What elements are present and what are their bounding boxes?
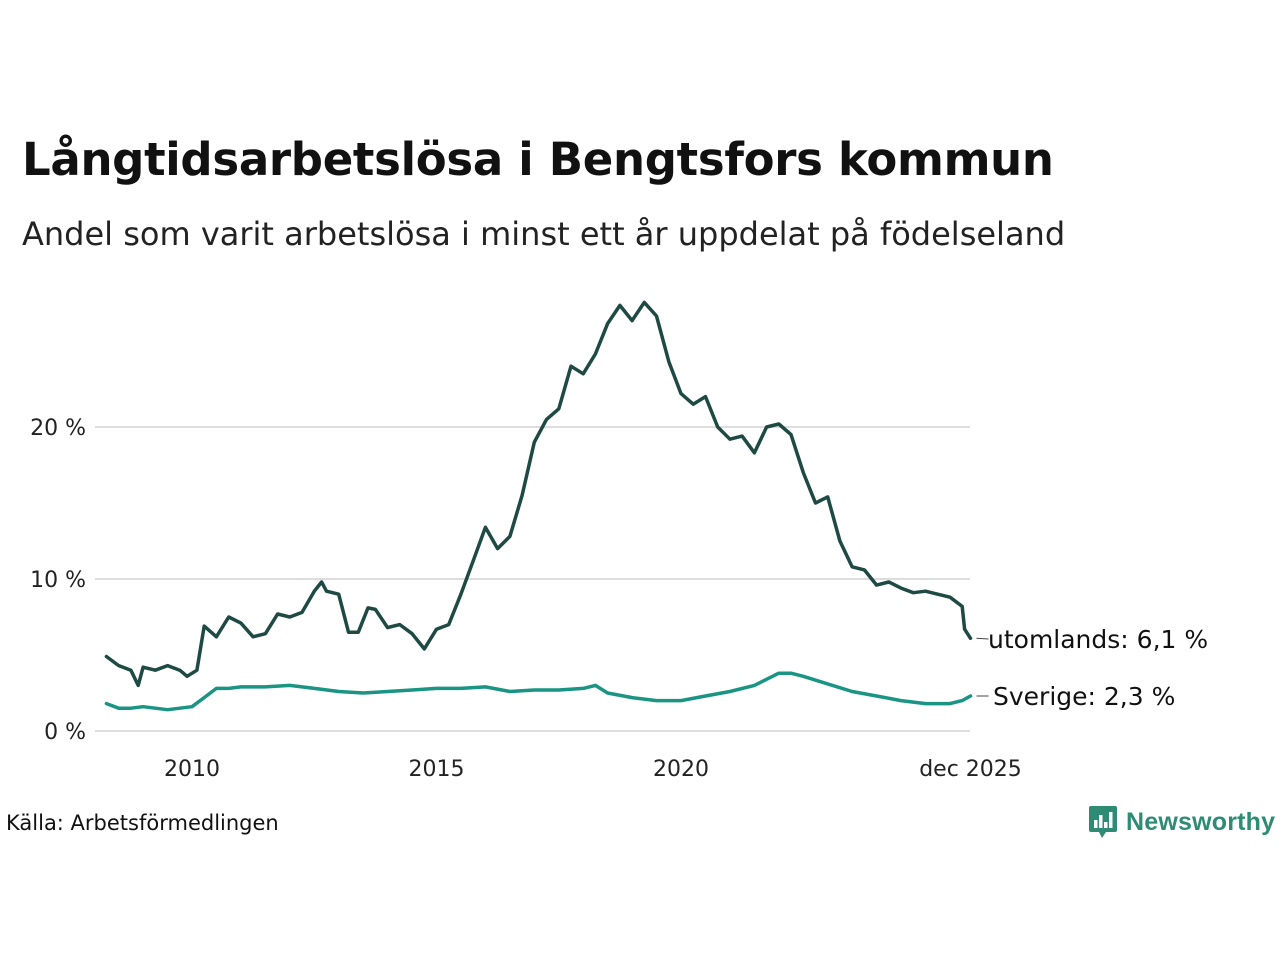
- brand-name: Newsworthy: [1126, 807, 1276, 836]
- end-label-utomlands: utomlands: 6,1 %: [988, 625, 1208, 654]
- series-line-sverige: [104, 671, 973, 712]
- newsworthy-chart-logo-icon: [1089, 806, 1117, 838]
- y-tick-label: 20 %: [30, 416, 86, 441]
- chart-subtitle: Andel som varit arbetslösa i minst ett å…: [22, 215, 1066, 253]
- source-note: Källa: Arbetsförmedlingen: [6, 811, 279, 835]
- end-label-sverige: Sverige: 2,3 %: [993, 682, 1175, 711]
- grid-layer: [95, 426, 970, 732]
- line-layer: [104, 300, 973, 712]
- x-tick-label: dec 2025: [919, 757, 1022, 782]
- x-tick-label: 2015: [409, 757, 465, 782]
- chart-title: Långtidsarbetslösa i Bengtsfors kommun: [22, 133, 1054, 186]
- x-tick-label: 2020: [653, 757, 709, 782]
- x-tick-label: 2010: [164, 757, 220, 782]
- y-tick-label: 10 %: [30, 568, 86, 593]
- y-tick-label: 0 %: [44, 720, 86, 745]
- end-label-leader: [976, 637, 989, 640]
- series-line-utomlands: [104, 300, 973, 688]
- brand-logo[interactable]: Newsworthy: [1088, 804, 1275, 840]
- label-layer: 0 % 10 % 20 % 2010 2015 2020 dec 2025 utomlands…: [30, 416, 1208, 782]
